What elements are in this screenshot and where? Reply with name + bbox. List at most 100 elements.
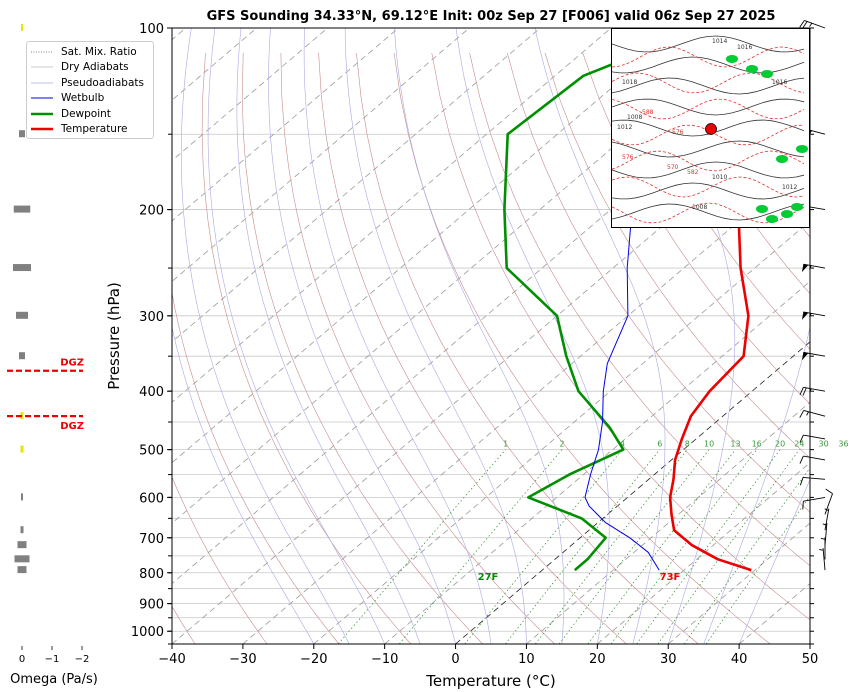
thickness-contour <box>612 176 805 198</box>
wind-barb <box>799 386 826 396</box>
y-tick-label: 900 <box>139 598 164 613</box>
chart-title: GFS Sounding 34.33°N, 69.12°E Init: 00z … <box>207 9 776 24</box>
pseudoadiabat-line <box>455 28 610 644</box>
mixing-ratio-line <box>558 449 710 644</box>
omega-bar <box>21 493 23 501</box>
mixing-ratio-line <box>338 449 506 644</box>
precip-blob <box>781 210 793 218</box>
inset-map-label: 1010 <box>712 174 727 181</box>
isotherm-line <box>242 160 810 644</box>
isotherm-line <box>172 28 541 343</box>
inset-map-label: 588 <box>642 109 654 116</box>
inset-map-label: 1012 <box>782 184 797 191</box>
omega-bar <box>14 555 30 563</box>
pressure-contour <box>612 98 805 116</box>
x-axis-label: Temperature (°C) <box>425 672 555 690</box>
x-tick-label: −30 <box>229 652 256 667</box>
y-tick-label: 100 <box>139 22 164 37</box>
y-tick-label: 700 <box>139 532 164 547</box>
isotherm-line <box>809 643 810 644</box>
x-tick-label: −40 <box>158 652 185 667</box>
inset-map-label: 1018 <box>622 79 637 86</box>
location-marker <box>705 123 717 135</box>
pseudoadiabat-line <box>236 28 421 644</box>
dewpoint-line <box>503 28 704 572</box>
wind-barb <box>801 351 826 361</box>
legend-label: Sat. Mix. Ratio <box>61 45 137 58</box>
y-tick-label: 500 <box>139 444 164 459</box>
inset-map-label: 1016 <box>737 44 752 51</box>
mixing-ratio-line <box>505 449 661 644</box>
mixing-ratio-line <box>684 467 810 644</box>
legend-label: Wetbulb <box>61 92 105 105</box>
x-tick-label: −20 <box>300 652 327 667</box>
precip-blob <box>766 215 778 223</box>
x-tick-label: 20 <box>589 652 606 667</box>
mixing-ratio-line <box>610 449 757 644</box>
dry-adiabat-line <box>172 291 340 644</box>
dewpoint-surface-label: 27F <box>478 572 499 583</box>
omega-bar <box>20 526 24 534</box>
thickness-contour <box>612 150 805 172</box>
pseudoadiabat-line <box>638 28 736 644</box>
isotherm-line <box>172 28 683 464</box>
legend-label: Dewpoint <box>61 107 111 120</box>
pseudoadiabat-line <box>268 28 456 644</box>
legend-item: Pseudoadiabats <box>31 75 153 91</box>
wind-barb <box>799 455 826 464</box>
pressure-contour <box>612 119 805 137</box>
x-tick-label: 0 <box>451 652 459 667</box>
dgz-label: DGZ <box>60 421 84 432</box>
wind-barb <box>801 311 826 320</box>
omega-tick-label: −1 <box>45 654 60 665</box>
legend-item: Sat. Mix. Ratio <box>31 44 153 60</box>
pressure-contour <box>612 56 805 74</box>
precip-blob <box>746 65 758 73</box>
dry-adiabat-line <box>393 52 771 644</box>
inset-map-label: 576 <box>672 129 684 136</box>
legend-item: Dry Adiabats <box>31 60 153 76</box>
dry-adiabat-line <box>620 52 810 350</box>
legend-label: Temperature <box>61 123 128 136</box>
dry-adiabat-line <box>241 52 483 644</box>
dry-adiabat-line <box>582 52 810 405</box>
legend-label: Pseudoadiabats <box>61 76 144 89</box>
plot-frame <box>171 27 811 645</box>
mixing-ratio-label: 4 <box>620 440 625 449</box>
omega-tick-label: 0 <box>19 654 25 665</box>
temperature-surface-label: 73F <box>660 572 681 583</box>
dry-adiabat-line <box>280 52 555 644</box>
wind-barb <box>799 20 826 29</box>
mixing-ratio-label: 24 <box>794 440 804 449</box>
omega-tick-label: −2 <box>75 654 90 665</box>
pressure-contour <box>612 161 805 179</box>
pressure-contour <box>612 35 805 53</box>
x-tick-label: 40 <box>731 652 748 667</box>
pressure-contour <box>612 182 805 200</box>
wind-barb <box>824 488 833 515</box>
omega-bar <box>13 264 31 272</box>
y-tick-label: 400 <box>139 385 164 400</box>
y-tick-label: 200 <box>139 204 164 219</box>
mixing-ratio-label: 20 <box>775 440 785 449</box>
wind-barb <box>819 548 826 571</box>
isotherm-line <box>172 28 470 282</box>
legend: Sat. Mix. Ratio Dry Adiabats Pseudoadiab… <box>26 41 154 139</box>
pseudoadiabat-line <box>303 28 492 644</box>
mixing-ratio-line <box>705 495 810 644</box>
mixing-ratio-label: 30 <box>819 440 829 449</box>
mixing-ratio-line <box>587 449 736 644</box>
inset-map-label: 1014 <box>712 38 727 45</box>
dry-adiabat-line <box>657 52 810 295</box>
pseudoadiabat-line <box>181 28 350 644</box>
legend-item: Dewpoint <box>31 106 153 122</box>
pressure-contour <box>612 77 805 95</box>
precip-blob <box>726 55 738 63</box>
wind-barb <box>799 410 826 418</box>
y-tick-label: 800 <box>139 567 164 582</box>
x-tick-label: 10 <box>518 652 535 667</box>
pseudoadiabat-line <box>344 28 527 644</box>
thickness-contour <box>612 98 805 120</box>
precip-blob <box>791 203 803 211</box>
omega-bar <box>17 541 27 549</box>
